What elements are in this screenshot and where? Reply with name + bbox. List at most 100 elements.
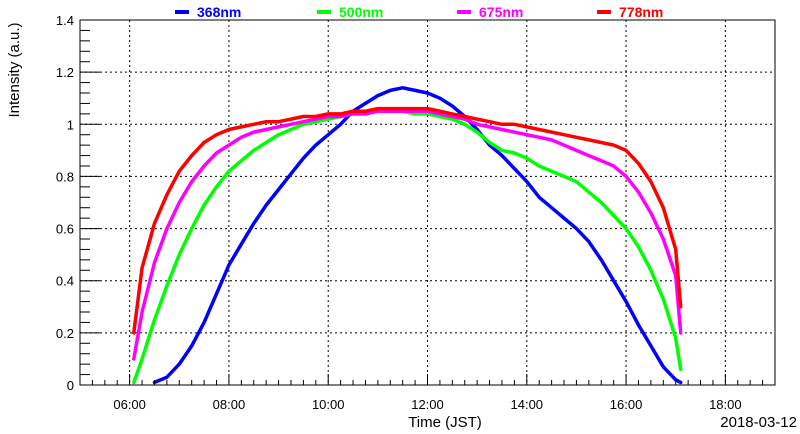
data-point <box>562 216 566 220</box>
data-point <box>451 104 454 108</box>
data-point <box>153 261 156 264</box>
data-point <box>600 141 603 144</box>
data-point <box>190 180 193 183</box>
data-point <box>314 143 317 147</box>
data-point <box>389 110 392 113</box>
data-point <box>624 300 628 303</box>
data-point <box>277 125 280 129</box>
data-point <box>389 107 392 110</box>
data-point <box>451 115 454 118</box>
data-point <box>500 123 504 126</box>
data-point <box>265 120 268 123</box>
y-tick-label: 0 <box>67 378 74 393</box>
data-point <box>289 117 293 121</box>
data-point <box>426 91 429 95</box>
y-tick-label: 1.2 <box>56 65 74 80</box>
y-tick-label: 0.2 <box>56 326 74 341</box>
data-point <box>679 305 682 308</box>
data-point <box>674 336 677 340</box>
data-point <box>679 381 682 384</box>
data-point <box>376 94 380 97</box>
data-point <box>463 115 466 118</box>
data-point <box>413 112 417 116</box>
data-point <box>600 201 603 204</box>
data-point <box>662 206 665 209</box>
data-point <box>649 344 653 348</box>
data-point <box>140 357 144 361</box>
data-point <box>165 376 169 379</box>
x-tick-label: 10:00 <box>312 397 345 412</box>
data-point <box>252 222 255 225</box>
data-point <box>475 130 479 134</box>
data-point <box>165 284 169 288</box>
data-point <box>277 120 280 123</box>
data-point <box>587 154 590 157</box>
data-point <box>240 136 243 139</box>
data-point <box>376 107 380 110</box>
data-point <box>438 112 442 116</box>
data-point <box>637 190 640 194</box>
data-point <box>662 297 665 301</box>
data-point <box>376 110 380 113</box>
data-point <box>240 243 243 246</box>
data-point <box>327 115 330 118</box>
data-point <box>550 206 553 209</box>
legend-label: 675nm <box>479 4 523 20</box>
data-point <box>401 110 404 113</box>
data-point <box>513 151 516 155</box>
data-point <box>215 151 218 155</box>
data-point <box>637 162 640 165</box>
x-axis-label: Time (JST) <box>408 414 482 431</box>
data-point <box>302 120 305 123</box>
data-point <box>662 237 665 241</box>
legend-label: 778nm <box>619 4 663 20</box>
data-point <box>389 89 392 92</box>
data-point <box>153 318 156 321</box>
data-point <box>538 164 541 168</box>
data-point <box>132 357 135 361</box>
y-axis-label: Intensity (a.u.) <box>6 22 23 117</box>
data-point <box>538 136 541 139</box>
data-point <box>475 117 479 121</box>
data-point <box>302 123 305 126</box>
data-point <box>513 167 516 170</box>
series-line-368nm <box>152 86 683 385</box>
data-point <box>438 115 442 118</box>
data-point <box>190 227 193 230</box>
data-point <box>364 102 367 105</box>
data-point <box>587 240 590 243</box>
data-point <box>575 149 578 152</box>
data-point <box>289 123 293 126</box>
data-point <box>679 368 682 371</box>
data-point <box>624 175 628 178</box>
data-point <box>351 112 355 116</box>
data-point <box>463 117 466 121</box>
data-point <box>587 138 590 142</box>
data-point <box>562 133 566 136</box>
data-point <box>413 89 417 92</box>
data-point <box>227 263 231 267</box>
data-point <box>215 185 218 189</box>
data-point <box>637 323 640 327</box>
data-point <box>550 170 553 173</box>
data-point <box>215 133 218 136</box>
data-point <box>202 164 206 168</box>
data-point <box>227 170 231 173</box>
data-point <box>426 107 429 110</box>
data-point <box>438 110 442 113</box>
y-tick-label: 1 <box>67 117 74 132</box>
data-point <box>538 128 541 131</box>
data-point <box>364 110 367 113</box>
data-point <box>339 123 342 126</box>
data-point <box>674 248 677 251</box>
data-point <box>140 266 144 269</box>
data-point <box>488 125 491 129</box>
data-point <box>513 130 516 134</box>
data-point <box>575 136 578 139</box>
y-tick-label: 0.8 <box>56 169 74 184</box>
data-point <box>488 141 491 144</box>
data-point <box>252 123 255 126</box>
data-point <box>327 133 330 136</box>
data-point <box>327 117 330 121</box>
data-point <box>351 110 355 113</box>
